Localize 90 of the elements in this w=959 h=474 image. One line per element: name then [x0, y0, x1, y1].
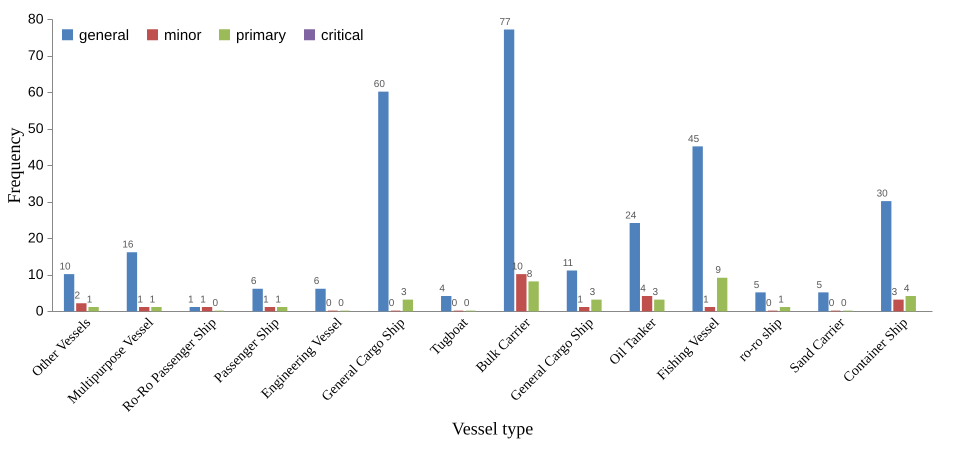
data-label: 60 [374, 79, 386, 90]
bar [264, 306, 276, 312]
data-label: 4 [439, 283, 446, 294]
legend-label: primary [236, 26, 286, 44]
y-tick-label: 80 [28, 10, 44, 26]
data-label: 1 [188, 294, 194, 306]
bar [76, 303, 87, 312]
data-label: 24 [625, 210, 637, 222]
y-tick-label: 60 [28, 84, 44, 100]
bar [881, 201, 892, 312]
data-label: 0 [212, 298, 218, 309]
bar [566, 270, 578, 312]
bar [190, 306, 200, 312]
y-tick-label: 40 [28, 156, 44, 172]
data-label: 3 [892, 287, 898, 298]
data-label: 1 [137, 294, 144, 306]
bar [64, 274, 74, 312]
data-label: 3 [590, 287, 596, 298]
bar [755, 292, 766, 312]
y-tick-label: 30 [28, 193, 44, 209]
bar [202, 306, 212, 312]
data-label: 1 [150, 294, 156, 306]
x-axis-title: Vessel type [452, 418, 534, 438]
bar [704, 306, 716, 312]
data-label: 1 [577, 294, 584, 306]
bar [126, 252, 138, 312]
data-label: 6 [250, 276, 257, 288]
bar [504, 30, 514, 312]
bar [402, 300, 414, 312]
bar [642, 296, 652, 312]
data-label: 0 [766, 298, 772, 309]
bar [139, 306, 150, 312]
data-label: 11 [562, 258, 574, 269]
data-label: 5 [754, 280, 760, 291]
bar [252, 288, 263, 312]
bar [441, 296, 452, 312]
y-tick-label: 0 [36, 302, 44, 318]
data-label: 0 [464, 298, 470, 309]
bar [579, 306, 590, 312]
data-label: 0 [452, 298, 458, 309]
bar [906, 296, 916, 312]
bar [716, 278, 728, 312]
data-label: 8 [526, 268, 533, 280]
y-tick-label: 50 [28, 120, 44, 136]
data-label: 30 [876, 188, 888, 200]
data-label: 4 [904, 283, 910, 294]
y-axis-title: Frequency [4, 128, 24, 204]
data-label: 6 [314, 276, 320, 288]
bar [893, 300, 904, 312]
data-label: 45 [688, 134, 700, 145]
data-label: 1 [703, 294, 710, 306]
bar [88, 306, 99, 312]
data-label: 3 [401, 287, 408, 298]
data-label: 3 [652, 287, 658, 298]
bar [516, 274, 527, 312]
data-label: 0 [326, 298, 332, 309]
data-label: 0 [841, 298, 848, 309]
legend-label: general [79, 26, 130, 44]
bar [151, 306, 162, 312]
data-label: 1 [86, 294, 93, 306]
bar [315, 288, 326, 312]
data-label: 5 [816, 280, 823, 291]
data-label: 16 [122, 240, 134, 251]
bar [630, 223, 640, 312]
y-tick-label: 70 [28, 47, 44, 63]
legend-label: critical [321, 26, 364, 44]
data-label: 1 [778, 294, 784, 306]
data-label: 0 [388, 298, 395, 309]
data-label: 10 [59, 262, 72, 272]
bar [378, 92, 389, 312]
y-tick-label: 10 [28, 266, 44, 282]
bar [818, 292, 829, 312]
bar [692, 146, 703, 312]
bar [528, 281, 539, 312]
data-label: 1 [263, 294, 270, 306]
bar [591, 300, 602, 312]
data-label: 1 [275, 294, 282, 306]
data-label: 77 [499, 16, 512, 28]
bar [654, 300, 664, 312]
data-label: 0 [828, 298, 835, 309]
data-label: 0 [338, 298, 344, 309]
data-label: 9 [715, 265, 722, 276]
x-tick-label: ro-ro ship [736, 316, 786, 365]
legend-label: minor [164, 26, 202, 44]
data-label: 1 [200, 294, 206, 306]
bar [276, 306, 288, 312]
bar [780, 306, 790, 312]
data-label: 4 [640, 283, 646, 294]
y-tick-label: 20 [28, 230, 44, 246]
data-label: 2 [74, 290, 81, 302]
